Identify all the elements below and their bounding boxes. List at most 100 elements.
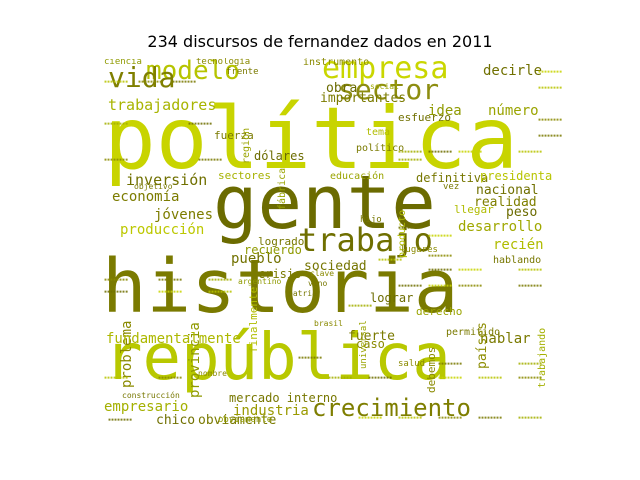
word-61: tecnología	[196, 58, 251, 67]
filler-texture: ▪▪▪▪▪▪▪▪	[398, 149, 423, 155]
word-22: fundamentalmente	[106, 331, 241, 347]
word-39: crisis	[258, 267, 302, 281]
word-17: jóvenes	[154, 207, 214, 223]
word-71: obviamente	[218, 415, 273, 425]
filler-texture: ▪▪▪▪▪▪▪▪	[438, 415, 463, 421]
filler-texture: ▪▪▪▪▪▪▪▪	[398, 283, 423, 289]
filler-texture: ▪▪▪▪▪▪▪▪	[518, 375, 543, 381]
word-74: universal	[359, 320, 369, 369]
word-66: vez	[443, 182, 460, 192]
word-14: importantes	[320, 91, 407, 106]
word-49: logrado	[258, 235, 305, 248]
filler-texture: ▪▪▪▪▪▪▪▪	[108, 417, 133, 423]
filler-texture: ▪▪▪▪▪▪▪▪	[538, 117, 563, 123]
filler-texture: ▪▪▪▪▪▪▪▪	[104, 289, 129, 295]
word-42: tema	[366, 127, 391, 138]
word-33: realidad	[474, 195, 537, 210]
word-38: caso	[356, 337, 385, 351]
word-25: chico	[156, 413, 196, 428]
word-80: argentino	[238, 277, 282, 286]
filler-texture: ▪▪▪▪▪▪▪▪	[518, 361, 543, 367]
word-31: hablar	[480, 331, 531, 347]
word-45: educación	[330, 171, 385, 182]
word-72: construcción	[122, 391, 180, 400]
filler-texture: ▪▪▪▪▪▪▪▪	[538, 85, 563, 91]
word-5: empresa	[322, 58, 449, 86]
word-36: lograr	[370, 291, 414, 305]
word-2: historia	[102, 244, 459, 330]
filler-texture: ▪▪▪▪▪▪▪▪	[428, 283, 453, 289]
word-62: frente	[226, 67, 259, 77]
word-16: economía	[112, 189, 180, 205]
word-70: salud	[398, 359, 426, 369]
word-8: vida	[108, 61, 176, 94]
word-58: esfuerzo	[398, 111, 451, 124]
word-27: mercado interno	[229, 391, 338, 405]
word-12: número	[488, 103, 539, 119]
word-53: permitido	[446, 327, 501, 338]
word-34: peso	[506, 205, 538, 220]
filler-texture: ▪▪▪▪▪▪▪▪	[518, 267, 543, 273]
word-18: producción	[120, 222, 205, 238]
filler-texture: ▪▪▪▪▪▪▪▪	[518, 415, 543, 421]
word-32: nacional	[476, 183, 539, 198]
chart-title: 234 discursos de fernandez dados en 2011	[147, 32, 493, 51]
word-77: vino	[308, 279, 328, 288]
filler-texture: ▪▪▪▪▪▪▪▪	[198, 157, 223, 163]
filler-texture: ▪▪▪▪▪▪▪▪	[478, 375, 503, 381]
word-10: trabajadores	[108, 96, 217, 114]
word-3: república	[104, 321, 451, 395]
word-9: crecimiento	[312, 394, 471, 422]
word-13: obra	[326, 81, 358, 96]
filler-texture: ▪▪▪▪▪▪▪▪	[158, 375, 183, 381]
word-cloud: política gente historia república trabajo emp…	[98, 58, 566, 430]
word-41: idea	[428, 103, 462, 119]
word-26: obviamente	[198, 413, 277, 428]
word-15: inversión	[126, 171, 208, 189]
filler-texture: ▪▪▪▪▪▪▪▪	[438, 375, 463, 381]
word-69: social	[370, 82, 399, 91]
word-21: pueblo	[231, 251, 282, 267]
filler-texture: ▪▪▪▪▪▪▪▪	[428, 149, 453, 155]
filler-texture: ▪▪▪▪▪▪▪▪	[428, 253, 453, 259]
word-75: patria	[288, 289, 317, 298]
word-64: fábrica	[277, 167, 288, 210]
word-47: fuerza	[214, 129, 254, 142]
word-51: finalmente	[247, 286, 260, 353]
filler-texture: ▪▪▪▪▪▪▪▪	[104, 277, 129, 283]
word-0: política	[104, 89, 519, 189]
word-52: debemos	[425, 346, 438, 393]
word-37: fuerte	[348, 329, 395, 344]
word-57: político	[356, 143, 405, 154]
word-48: región	[241, 127, 252, 164]
word-1: gente	[213, 160, 436, 246]
filler-texture: ▪▪▪▪▪▪▪▪	[398, 225, 423, 231]
filler-texture: ▪▪▪▪▪▪▪▪	[208, 277, 233, 283]
word-4: trabajo	[298, 221, 433, 259]
filler-texture: ▪▪▪▪▪▪▪▪	[208, 289, 233, 295]
word-55: llegar	[454, 203, 494, 216]
filler-texture: ▪▪▪▪▪▪▪▪	[172, 79, 197, 85]
word-24: industria	[233, 403, 309, 419]
filler-texture: ▪▪▪▪▪▪▪▪	[104, 79, 129, 85]
filler-texture: ▪▪▪▪▪▪▪▪	[138, 79, 163, 85]
filler-texture: ▪▪▪▪▪▪▪▪	[104, 121, 129, 127]
filler-texture: ▪▪▪▪▪▪▪▪	[518, 149, 543, 155]
word-6: sector	[338, 73, 440, 106]
filler-texture: ▪▪▪▪▪▪▪▪	[458, 149, 483, 155]
word-59: instrumento	[303, 58, 370, 68]
word-79: objetivo	[134, 182, 173, 191]
word-60: ciencia	[104, 58, 142, 67]
filler-texture: ▪▪▪▪▪▪▪▪	[478, 415, 503, 421]
word-73: nombre	[198, 369, 227, 378]
filler-texture: ▪▪▪▪▪▪▪▪	[428, 233, 453, 239]
filler-texture: ▪▪▪▪▪▪▪▪	[378, 257, 403, 263]
filler-texture: ▪▪▪▪▪▪▪▪	[538, 133, 563, 139]
word-67: lugares	[400, 245, 438, 255]
filler-texture: ▪▪▪▪▪▪▪▪	[428, 267, 453, 273]
filler-texture: ▪▪▪▪▪▪▪▪	[438, 361, 463, 367]
filler-texture: ▪▪▪▪▪▪▪▪	[298, 355, 323, 361]
filler-texture: ▪▪▪▪▪▪▪▪	[104, 157, 129, 163]
word-43: definitiva	[416, 171, 489, 185]
word-28: sociedad	[304, 259, 367, 274]
